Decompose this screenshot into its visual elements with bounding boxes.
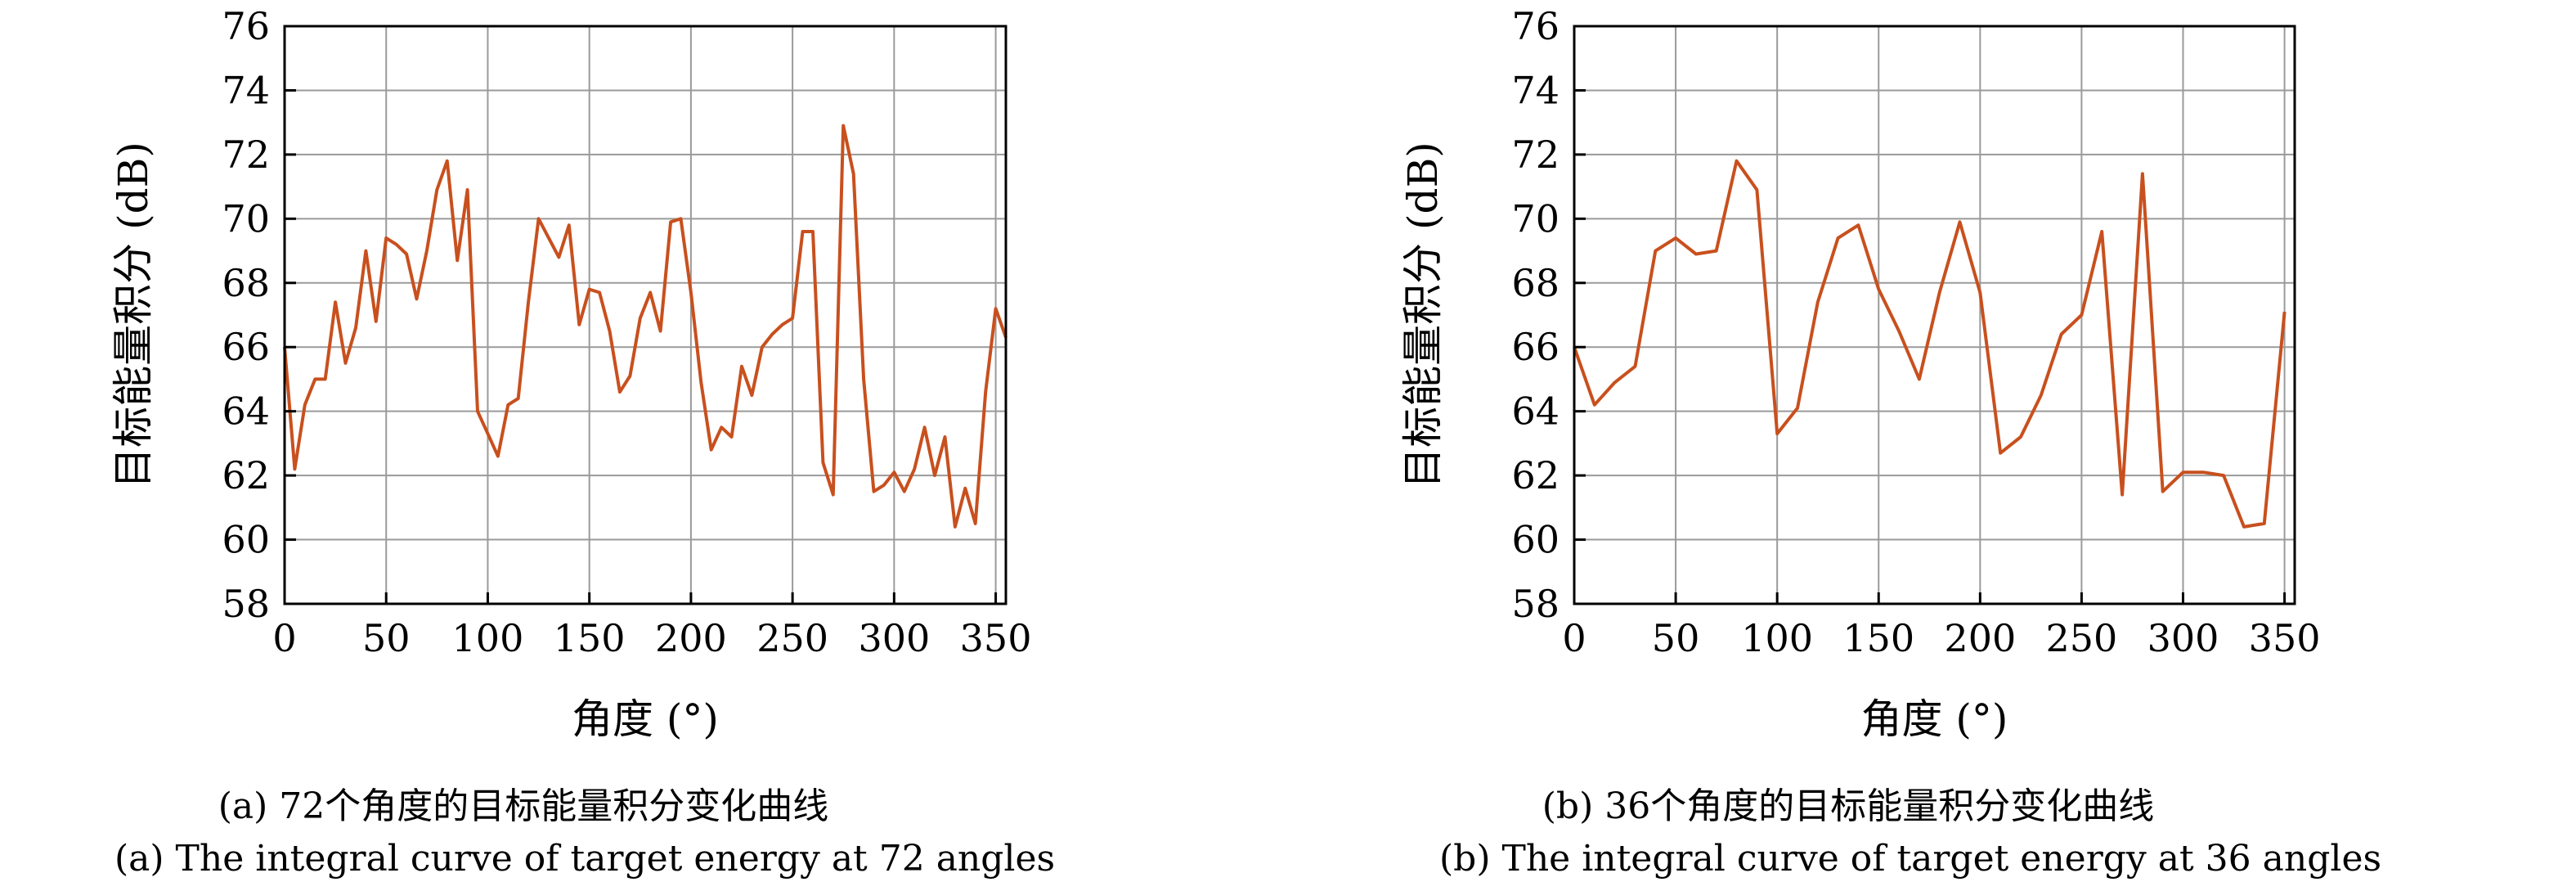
caption-en-b: (b) The integral curve of target energy … [1439, 838, 2382, 880]
y-tick-label: 58 [1511, 582, 1560, 626]
y-tick-label: 70 [1511, 196, 1560, 241]
caption-en-a: (a) The integral curve of target energy … [114, 838, 1056, 880]
x-tick-label: 50 [362, 616, 411, 660]
y-tick-label: 60 [1511, 518, 1560, 562]
caption-zh-b: (b) 36个角度的目标能量积分变化曲线 [1542, 785, 2155, 827]
y-axis-label: 目标能量积分 (dB) [110, 142, 157, 488]
y-tick-label: 68 [222, 261, 270, 305]
x-tick-label: 250 [756, 616, 828, 660]
chart-panel-a: 0 50 100 150 200 250 300 350 58 60 62 64 66 68 70 72 74 7… [110, 4, 1031, 743]
y-tick-label: 64 [1511, 389, 1560, 434]
x-tick-label: 50 [1652, 616, 1700, 660]
series-line [1573, 159, 2287, 529]
plot-frame [283, 25, 1008, 605]
y-tick-label: 60 [222, 518, 270, 562]
x-tick-label: 150 [554, 616, 626, 660]
y-tick-label: 66 [222, 325, 270, 369]
x-tick-label: 300 [858, 616, 930, 660]
y-tick-label: 62 [222, 453, 270, 497]
x-tick-label: 100 [1741, 616, 1813, 660]
y-tick-label: 74 [222, 68, 270, 112]
x-axis-label: 角度 (°) [1861, 695, 2008, 743]
caption-zh-a: (a) 72个角度的目标能量积分变化曲线 [218, 785, 829, 827]
y-tick-label: 62 [1511, 453, 1560, 497]
x-tick-label: 100 [452, 616, 524, 660]
x-tick-label: 350 [960, 616, 1032, 660]
y-tick-label: 74 [1511, 68, 1560, 112]
y-tick-label: 72 [222, 133, 270, 177]
y-tick-label: 66 [1511, 325, 1560, 369]
x-tick-label: 0 [272, 616, 296, 660]
x-tick-label: 200 [655, 616, 727, 660]
y-tick-label: 76 [222, 4, 270, 48]
y-tick-label: 68 [1511, 261, 1560, 305]
plot-frame [1573, 25, 2296, 605]
y-tick-label: 64 [222, 389, 270, 434]
y-axis-label: 目标能量积分 (dB) [1399, 142, 1447, 488]
chart-panel-b: 0 50 100 150 200 250 300 350 58 60 62 64 66 68 70 72 74 7… [1399, 4, 2320, 743]
x-tick-label: 150 [1842, 616, 1914, 660]
x-axis-label: 角度 (°) [572, 695, 719, 743]
x-tick-label: 350 [2249, 616, 2321, 660]
y-tick-label: 76 [1511, 4, 1560, 48]
series-line [283, 124, 1008, 529]
y-tick-label: 70 [222, 196, 270, 241]
x-tick-label: 300 [2147, 616, 2219, 660]
y-tick-label: 72 [1511, 133, 1560, 177]
x-tick-label: 200 [1944, 616, 2016, 660]
x-tick-label: 250 [2046, 616, 2118, 660]
y-tick-label: 58 [222, 582, 270, 626]
x-tick-label: 0 [1562, 616, 1586, 660]
